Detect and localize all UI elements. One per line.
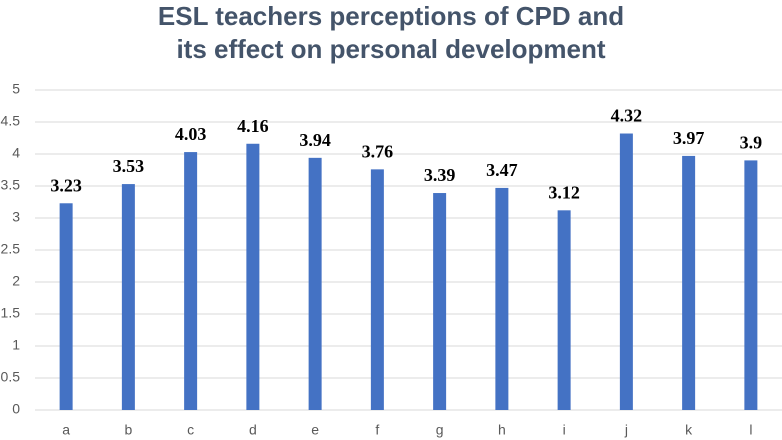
value-label: 3.53 [113, 156, 145, 176]
y-tick-label: 1 [12, 337, 20, 353]
y-tick-label: 2.5 [1, 241, 21, 257]
value-label: 4.03 [175, 124, 207, 144]
x-tick-label: i [563, 422, 566, 438]
x-tick-label: l [749, 422, 752, 438]
value-label: 3.94 [299, 130, 331, 150]
value-label: 3.47 [486, 160, 518, 180]
bar [59, 203, 73, 410]
x-tick-label: a [62, 422, 70, 438]
value-label: 3.76 [362, 141, 394, 161]
y-tick-label: 5 [12, 81, 20, 97]
bar [433, 193, 447, 410]
bar [495, 187, 509, 410]
x-tick-label: c [187, 422, 194, 438]
bar [184, 152, 198, 410]
bar [557, 210, 571, 410]
value-label: 4.16 [237, 116, 269, 136]
y-tick-label: 3.5 [1, 177, 21, 193]
x-tick-label: b [124, 422, 132, 438]
y-tick-label: 4.5 [1, 113, 21, 129]
value-label: 3.9 [740, 133, 763, 153]
chart-title: ESL teachers perceptions of CPD and its … [157, 1, 625, 64]
y-tick-label: 1.5 [1, 305, 21, 321]
bar [246, 143, 260, 410]
bar [308, 157, 322, 410]
x-tick-label: e [311, 422, 319, 438]
value-label: 3.12 [548, 182, 580, 202]
x-tick-label: d [249, 422, 257, 438]
y-tick-label: 2 [12, 273, 20, 289]
value-label: 3.23 [50, 175, 82, 195]
bar [619, 133, 633, 410]
value-label: 4.32 [611, 106, 643, 126]
y-tick-label: 0 [12, 401, 20, 417]
value-label: 3.97 [673, 128, 705, 148]
y-tick-label: 4 [12, 145, 20, 161]
x-tick-label: k [685, 422, 693, 438]
value-label: 3.39 [424, 165, 456, 185]
x-tick-label: g [436, 422, 444, 438]
bar [370, 169, 384, 410]
x-tick-label: f [375, 422, 379, 438]
bar [744, 160, 758, 410]
x-tick-label: h [498, 422, 506, 438]
bar [682, 155, 696, 410]
x-tick-label: j [624, 422, 628, 438]
bar [121, 184, 135, 410]
y-tick-label: 3 [12, 209, 20, 225]
y-tick-label: 0.5 [1, 369, 21, 385]
